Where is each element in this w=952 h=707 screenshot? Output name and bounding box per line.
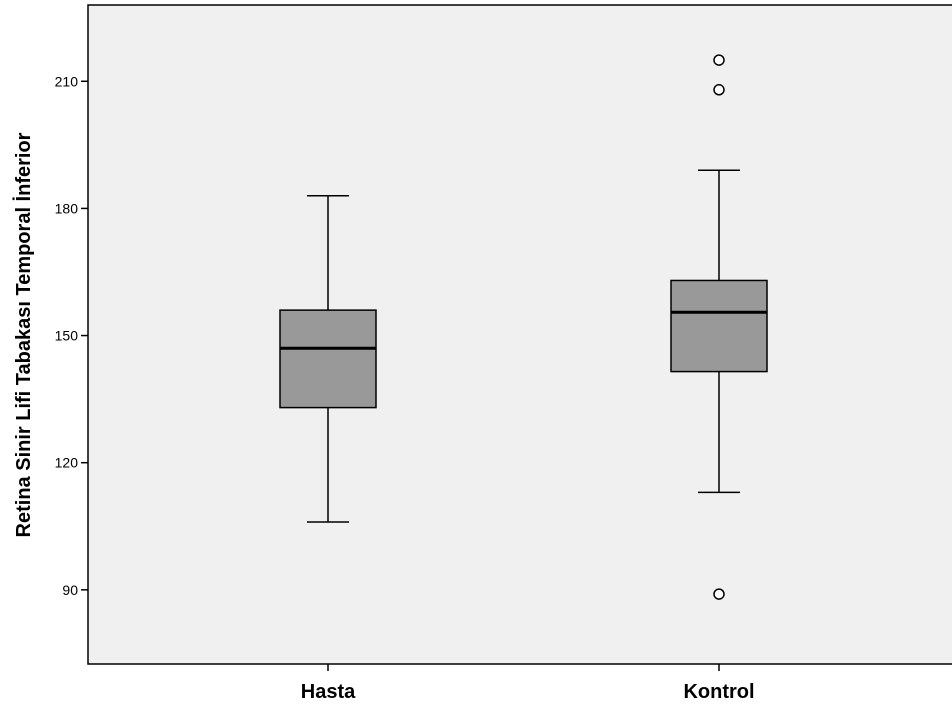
boxes (279, 54, 768, 600)
box-kontrol (670, 54, 768, 600)
outlier-point (713, 54, 725, 66)
outlier-point (713, 588, 725, 600)
iqr-box (279, 309, 377, 409)
y-tick-label-180: 180 (55, 200, 79, 216)
y-tick-label-120: 120 (55, 455, 79, 471)
y-tick-label-150: 150 (55, 328, 79, 344)
outlier-point (713, 84, 725, 96)
y-tick-label-90: 90 (62, 582, 78, 598)
y-axis-ticks: 90 120 150 180 210 (55, 73, 88, 598)
category-label-kontrol: Kontrol (683, 681, 754, 703)
category-labels: Hasta Kontrol (301, 664, 755, 703)
iqr-box (670, 279, 768, 373)
category-label-hasta: Hasta (301, 681, 356, 703)
y-axis-title: Retina Sinir Lifi Tabakası Temporal İnfe… (12, 132, 35, 537)
y-tick-label-210: 210 (55, 73, 79, 89)
plot-area (87, 4, 952, 665)
box-hasta (279, 194, 377, 523)
